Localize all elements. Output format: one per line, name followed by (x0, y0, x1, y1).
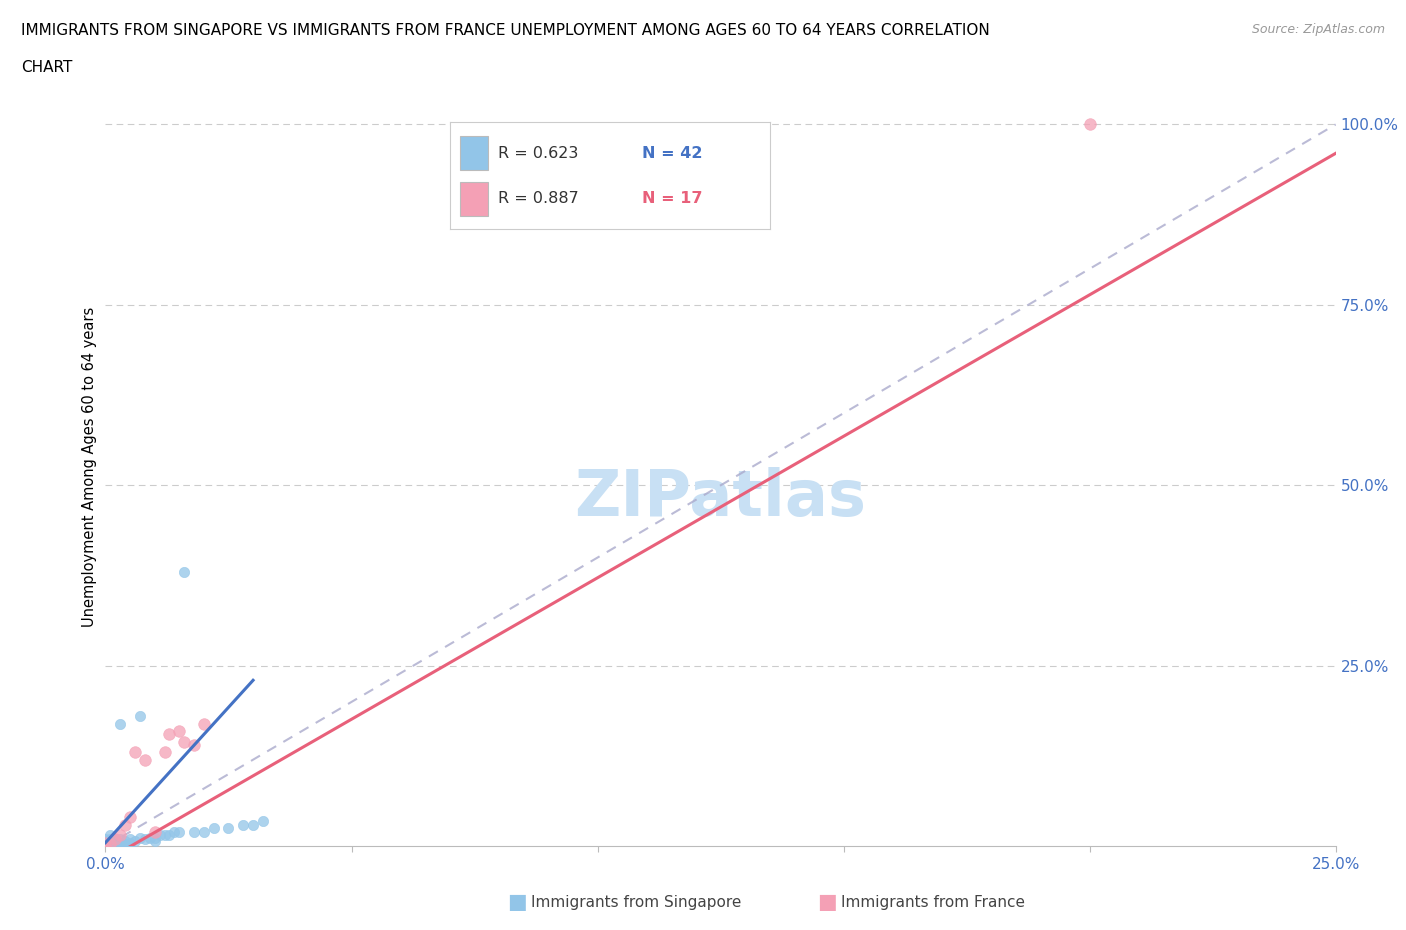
Point (1078, 117, 1101, 132)
Point (202, 821, 225, 836)
Text: Immigrants from Singapore: Immigrants from Singapore (531, 895, 742, 910)
Text: R = 0.887: R = 0.887 (498, 192, 579, 206)
Point (232, 817, 254, 832)
Point (159, 828, 180, 843)
Point (129, 709, 152, 724)
Text: ■: ■ (508, 892, 527, 912)
Point (94, 839, 117, 854)
Text: IMMIGRANTS FROM SINGAPORE VS IMMIGRANTS FROM FRANCE UNEMPLOYMENT AMONG AGES 60 T: IMMIGRANTS FROM SINGAPORE VS IMMIGRANTS … (21, 23, 990, 38)
Point (98, 837, 122, 852)
Point (104, 839, 127, 854)
Text: ■: ■ (817, 892, 837, 912)
Point (129, 830, 152, 845)
Point (159, 727, 180, 742)
Point (110, 839, 132, 854)
FancyBboxPatch shape (460, 137, 488, 170)
Point (110, 835, 132, 850)
Point (163, 824, 186, 839)
Y-axis label: Unemployment Among Ages 60 to 64 years: Unemployment Among Ages 60 to 64 years (82, 307, 97, 628)
Text: N = 17: N = 17 (641, 192, 703, 206)
Point (242, 817, 264, 832)
Text: R = 0.623: R = 0.623 (498, 146, 578, 161)
Point (104, 831, 127, 846)
Point (193, 824, 215, 839)
Point (110, 828, 132, 843)
Point (94, 839, 117, 854)
Point (110, 831, 132, 846)
Point (94, 839, 117, 854)
Point (143, 830, 166, 845)
Point (120, 810, 141, 825)
Text: Immigrants from France: Immigrants from France (841, 895, 1025, 910)
Point (98, 839, 122, 854)
Point (183, 737, 205, 752)
Point (110, 716, 132, 731)
Point (114, 817, 136, 832)
Point (94, 839, 117, 854)
Point (124, 833, 146, 848)
Point (114, 837, 136, 852)
Point (193, 716, 215, 731)
Point (153, 828, 176, 843)
Point (149, 828, 172, 843)
Point (153, 745, 176, 760)
Point (120, 835, 141, 850)
Point (173, 734, 195, 749)
Point (104, 831, 127, 846)
Point (94, 839, 117, 854)
Point (94, 835, 117, 850)
Point (169, 724, 191, 738)
Point (183, 824, 205, 839)
Point (104, 835, 127, 850)
Point (252, 814, 274, 829)
Point (98, 828, 122, 843)
Text: N = 42: N = 42 (641, 146, 703, 161)
Point (138, 830, 162, 845)
Point (218, 821, 240, 836)
Text: Source: ZipAtlas.com: Source: ZipAtlas.com (1251, 23, 1385, 36)
Point (98, 835, 122, 850)
FancyBboxPatch shape (460, 182, 488, 216)
Point (94, 835, 117, 850)
Point (169, 824, 191, 839)
Point (143, 824, 166, 839)
Point (114, 833, 136, 848)
Point (124, 745, 146, 760)
Point (98, 831, 122, 846)
Point (98, 839, 122, 854)
Point (134, 831, 156, 846)
Point (134, 752, 156, 767)
Point (120, 831, 141, 846)
Point (143, 833, 166, 848)
Text: ZIPatlas: ZIPatlas (575, 467, 866, 528)
Point (94, 831, 117, 846)
Point (173, 565, 195, 579)
Text: CHART: CHART (21, 60, 73, 75)
